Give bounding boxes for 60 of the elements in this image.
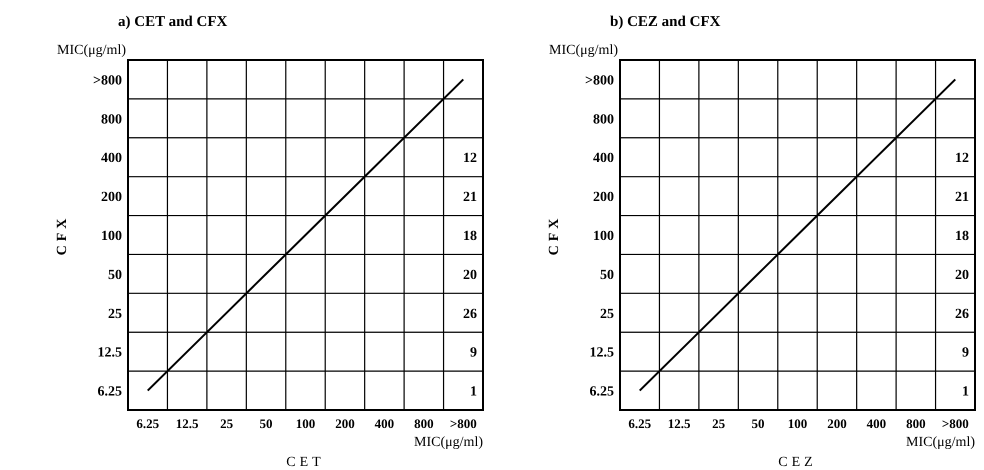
x-tick-label: 6.25 <box>136 416 160 431</box>
data-label: 26 <box>955 306 969 322</box>
x-tick-label: 50 <box>260 416 273 431</box>
y-axis-title: CFX <box>547 214 562 256</box>
data-label: 20 <box>463 268 477 283</box>
y-tick-label: >800 <box>585 73 614 88</box>
y-tick-label: >800 <box>93 73 122 88</box>
y-tick-label: 12.5 <box>590 346 614 361</box>
x-tick-label: 800 <box>414 416 434 431</box>
y-tick-label: 400 <box>101 151 122 166</box>
x-tick-label: >800 <box>450 416 477 431</box>
text: MIC(μg/ml) <box>414 435 484 450</box>
data-label: 12 <box>955 151 969 166</box>
y-tick-label: 6.25 <box>98 384 122 400</box>
x-tick-label: 25 <box>712 416 726 431</box>
y-axis-title: CFX <box>55 214 70 256</box>
y-tick-label: 50 <box>600 268 614 283</box>
x-tick-label: 400 <box>374 416 394 431</box>
x-tick-label: 50 <box>752 416 765 431</box>
x-tick-label: 100 <box>788 416 808 431</box>
data-label: 9 <box>962 346 969 361</box>
y-tick-label: 50 <box>108 268 122 283</box>
data-label: 18 <box>955 229 969 244</box>
text: MIC(μg/ml) <box>549 43 618 58</box>
data-label: 18 <box>463 229 477 244</box>
x-tick-label: 6.25 <box>628 416 652 431</box>
y-tick-label: 400 <box>593 151 614 166</box>
data-label: 21 <box>463 190 477 206</box>
text: MIC(μg/ml) <box>57 43 126 58</box>
data-label: 20 <box>955 268 969 283</box>
x-tick-label: 200 <box>335 416 355 431</box>
y-tick-label: 25 <box>600 306 614 322</box>
y-tick-label: 100 <box>593 229 614 244</box>
x-tick-label: 12.5 <box>668 416 692 431</box>
data-label: 9 <box>470 346 477 361</box>
y-tick-label: 200 <box>101 190 122 206</box>
data-label: 26 <box>463 306 477 322</box>
y-tick-label: 12.5 <box>98 346 122 361</box>
x-axis-title: CEZ <box>778 455 817 470</box>
x-tick-label: 100 <box>296 416 316 431</box>
x-tick-label: 200 <box>827 416 847 431</box>
y-tick-label: 200 <box>593 190 614 206</box>
data-label: 12 <box>463 151 477 166</box>
x-tick-label: >800 <box>942 416 969 431</box>
x-tick-label: 25 <box>220 416 234 431</box>
chart-title: a) CET and CFX <box>118 14 228 30</box>
y-tick-label: 6.25 <box>590 384 614 400</box>
y-tick-label: 800 <box>593 112 614 128</box>
data-label: 1 <box>962 384 969 400</box>
x-tick-label: 400 <box>866 416 886 431</box>
x-tick-label: 12.5 <box>176 416 200 431</box>
data-label: 1 <box>470 384 477 400</box>
chart-title: b) CEZ and CFX <box>610 14 721 30</box>
x-tick-label: 800 <box>906 416 926 431</box>
y-tick-label: 800 <box>101 112 122 128</box>
y-tick-label: 100 <box>101 229 122 244</box>
y-tick-label: 25 <box>108 306 122 322</box>
x-axis-title: CET <box>286 455 325 470</box>
data-label: 21 <box>955 190 969 206</box>
text: MIC(μg/ml) <box>906 435 976 450</box>
